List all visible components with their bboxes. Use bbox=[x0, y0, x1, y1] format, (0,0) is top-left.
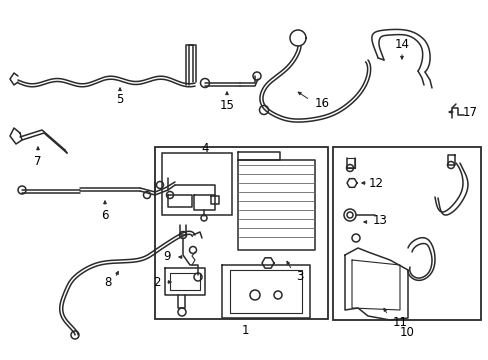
Circle shape bbox=[351, 234, 359, 242]
Circle shape bbox=[18, 186, 26, 194]
Circle shape bbox=[346, 165, 353, 171]
Circle shape bbox=[194, 273, 202, 281]
Circle shape bbox=[343, 209, 355, 221]
Text: 11: 11 bbox=[392, 316, 407, 329]
Text: 4: 4 bbox=[201, 141, 208, 154]
Text: 9: 9 bbox=[163, 251, 170, 264]
Circle shape bbox=[346, 212, 352, 218]
Text: 17: 17 bbox=[462, 105, 476, 118]
Circle shape bbox=[71, 331, 79, 339]
Text: 7: 7 bbox=[34, 154, 41, 167]
Circle shape bbox=[189, 247, 196, 253]
Text: 12: 12 bbox=[368, 176, 383, 189]
Circle shape bbox=[143, 192, 150, 198]
Text: 15: 15 bbox=[219, 99, 234, 112]
Text: 14: 14 bbox=[394, 37, 408, 50]
Circle shape bbox=[166, 192, 173, 198]
Circle shape bbox=[259, 105, 268, 114]
Circle shape bbox=[273, 291, 282, 299]
Circle shape bbox=[156, 181, 163, 189]
Text: 1: 1 bbox=[241, 324, 248, 337]
Text: 2: 2 bbox=[153, 275, 161, 288]
Circle shape bbox=[252, 72, 261, 80]
Bar bbox=[332, 147, 480, 320]
Text: 3: 3 bbox=[296, 270, 303, 283]
Bar bbox=[162, 153, 231, 215]
Circle shape bbox=[200, 78, 209, 87]
Bar bbox=[155, 147, 327, 319]
Text: 10: 10 bbox=[399, 327, 414, 339]
Circle shape bbox=[447, 162, 453, 168]
Circle shape bbox=[249, 290, 260, 300]
Text: 6: 6 bbox=[101, 208, 108, 221]
Polygon shape bbox=[346, 179, 356, 187]
Text: 13: 13 bbox=[372, 213, 386, 226]
Text: 8: 8 bbox=[104, 276, 111, 289]
Circle shape bbox=[178, 308, 185, 316]
Text: 16: 16 bbox=[314, 96, 329, 109]
Circle shape bbox=[179, 231, 186, 239]
Polygon shape bbox=[262, 258, 273, 268]
Text: 5: 5 bbox=[116, 93, 123, 105]
Circle shape bbox=[201, 215, 206, 221]
